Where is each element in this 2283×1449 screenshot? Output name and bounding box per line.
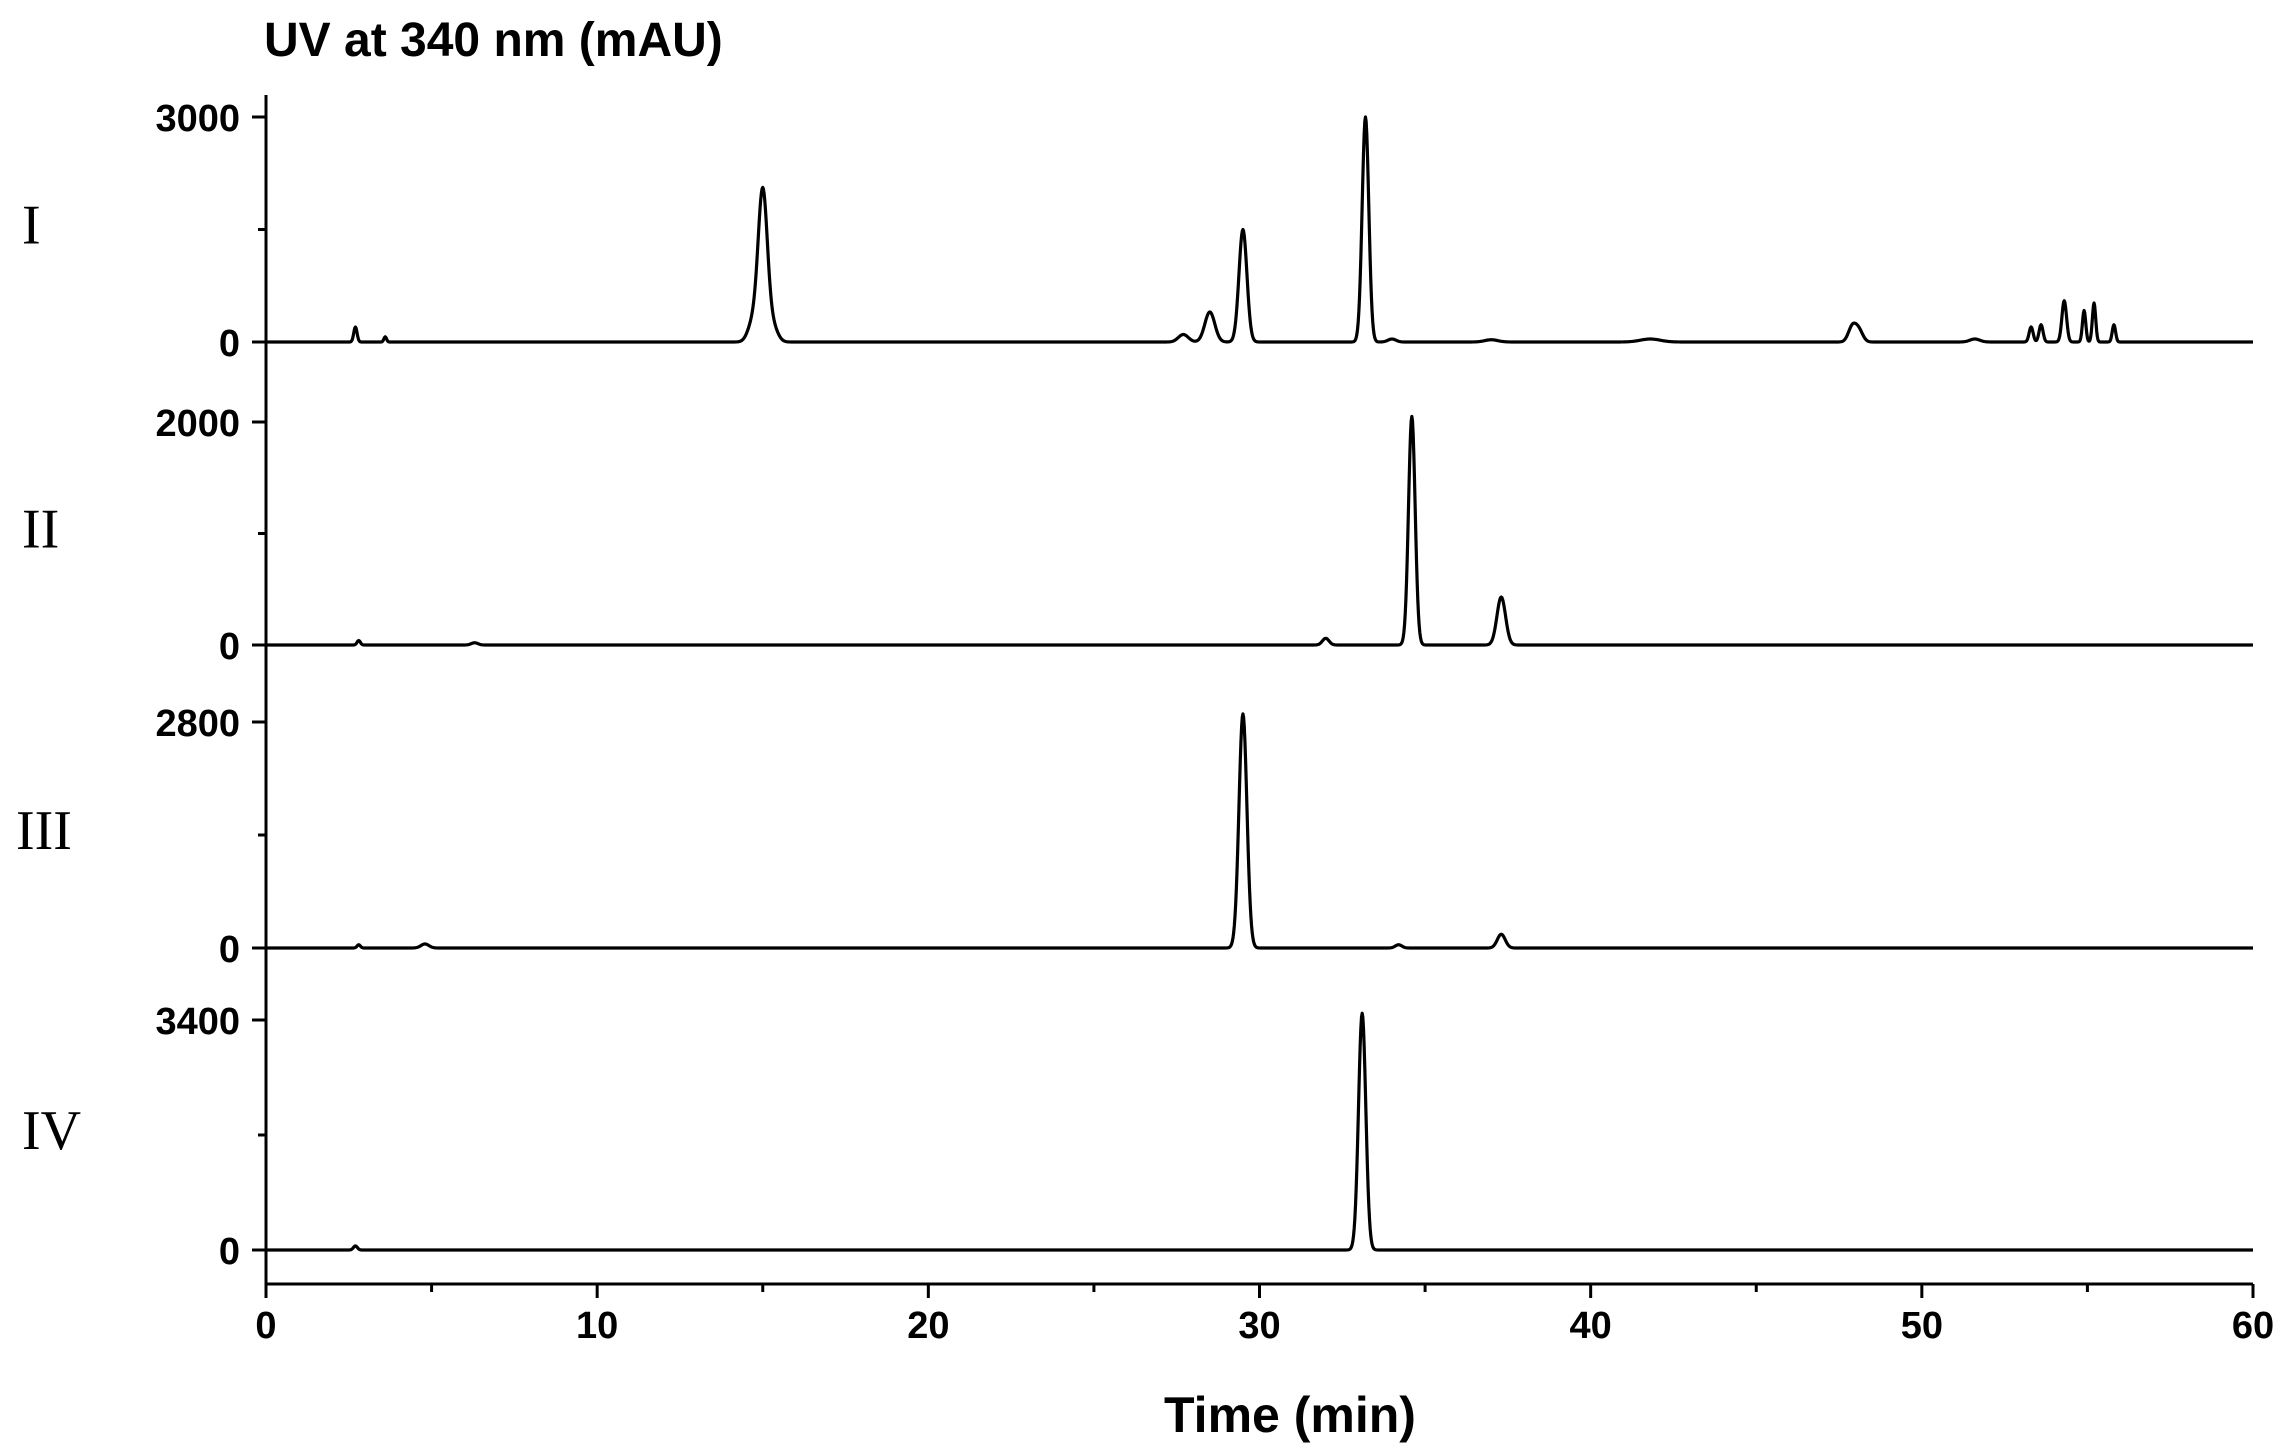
- x-tick-label: 10: [576, 1305, 618, 1347]
- y-tick-label: 0: [219, 626, 240, 668]
- x-tick-label: 50: [1901, 1305, 1943, 1347]
- panel-label-ii: II: [22, 499, 59, 561]
- x-tick-label: 0: [255, 1305, 276, 1347]
- y-tick-label: 3000: [155, 98, 240, 140]
- y-tick-label: 2000: [155, 403, 240, 445]
- trace-ii: [265, 414, 2254, 647]
- axes: 0 10 20 30 40 50 60 0 3000 I 0 2000 II 0 2800 III 0 3400 I…: [16, 95, 2274, 1347]
- x-axis-label: Time (min): [1164, 1387, 1416, 1443]
- x-tick-label: 30: [1238, 1305, 1280, 1347]
- trace-iii: [265, 712, 2254, 950]
- panel-label-i: I: [22, 195, 41, 257]
- y-tick-label: 0: [219, 323, 240, 365]
- chart-title: UV at 340 nm (mAU): [264, 14, 723, 67]
- x-tick-label: 20: [907, 1305, 949, 1347]
- y-tick-label: 0: [219, 1231, 240, 1273]
- x-tick-label: 60: [2232, 1305, 2274, 1347]
- y-tick-label: 0: [219, 929, 240, 971]
- panel-label-iii: III: [16, 800, 72, 862]
- traces: [265, 115, 2254, 1252]
- trace-iv: [265, 1011, 2254, 1252]
- trace-i: [265, 115, 2254, 344]
- panel-label-iv: IV: [22, 1100, 81, 1162]
- y-tick-label: 2800: [155, 703, 240, 745]
- x-tick-label: 40: [1570, 1305, 1612, 1347]
- y-tick-label: 3400: [155, 1001, 240, 1043]
